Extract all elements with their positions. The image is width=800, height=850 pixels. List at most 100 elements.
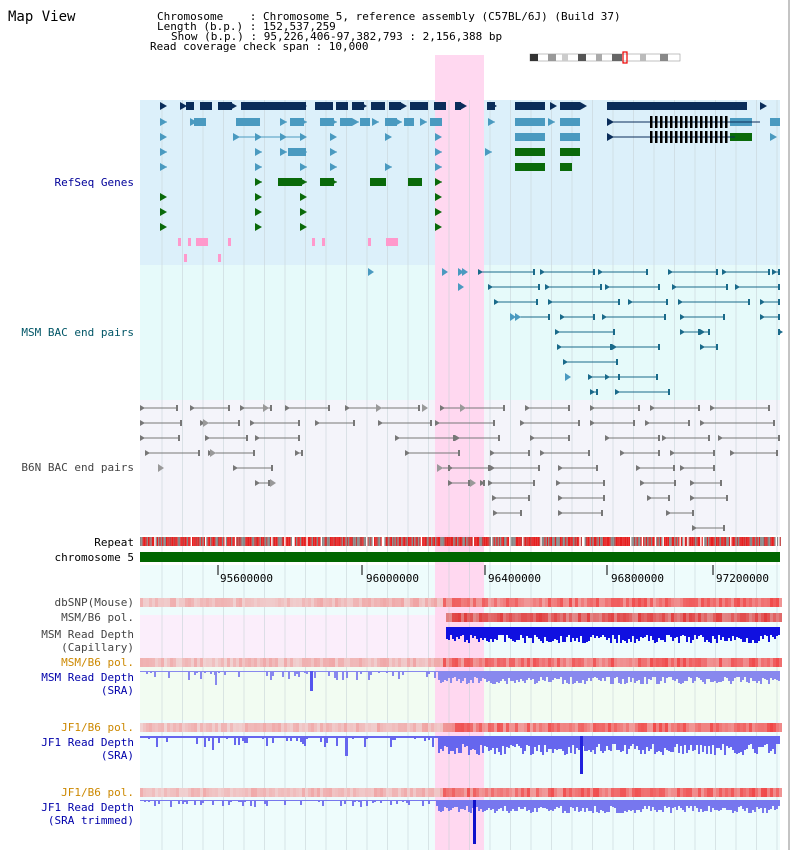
dbsnp-cell	[341, 598, 344, 607]
jf1-sra-depth-bar	[556, 736, 558, 750]
msm-b6-pol-cell	[587, 613, 590, 622]
jf1-b6-pol-cell	[329, 788, 332, 797]
dbsnp-cell	[659, 598, 662, 607]
bac-end-marker	[378, 420, 383, 426]
msm-cap-depth-bar	[504, 627, 506, 642]
repeat-element	[280, 537, 282, 546]
msm-b6-pol-cell	[683, 613, 686, 622]
msm-b6-pol-cell	[224, 658, 227, 667]
jf1-trim-depth-bar	[730, 800, 732, 810]
jf1-trim-depth-bar	[524, 800, 526, 807]
msm-cap-depth-bar	[684, 627, 686, 636]
msm-b6-pol-cell	[317, 658, 320, 667]
jf1-trim-depth-bar	[414, 800, 416, 801]
jf1-trim-depth-bar	[176, 800, 178, 801]
msm-sra-depth-bar	[424, 671, 426, 672]
jf1-b6-pol-cell	[143, 723, 146, 732]
repeat-element	[639, 537, 641, 546]
jf1-trim-depth-bar	[154, 800, 156, 806]
jf1-trim-depth-bar	[616, 800, 618, 813]
jf1-b6-pol-cell	[239, 723, 242, 732]
repeat-element	[354, 537, 356, 546]
jf1-sra-depth-bar	[188, 736, 190, 738]
jf1-b6-pol-label-1: JF1/B6 pol.	[61, 721, 134, 734]
jf1-b6-pol-cell	[761, 723, 764, 732]
bac-end-marker	[772, 269, 777, 275]
jf1-trim-depth-bar	[774, 800, 776, 810]
jf1-trim-depth-bar	[516, 800, 518, 811]
msm-b6-pol-cell	[161, 658, 164, 667]
repeat-element	[743, 537, 745, 546]
repeat-element	[195, 537, 198, 546]
msm-cap-depth-bar	[544, 627, 546, 637]
gene-exon	[241, 102, 306, 110]
repeat-element	[143, 537, 146, 546]
msm-b6-pol-cell	[392, 658, 395, 667]
jf1-trim-depth-bar	[202, 800, 204, 803]
jf1-trim-depth-bar	[346, 800, 348, 801]
msm-sra-depth-bar	[694, 671, 696, 681]
jf1-b6-pol-cell	[395, 788, 398, 797]
dbsnp-cell	[356, 598, 359, 607]
jf1-b6-pol-cell	[734, 788, 737, 797]
repeat-element	[706, 537, 709, 546]
jf1-b6-pol-cell	[701, 723, 704, 732]
dbsnp-cell	[383, 598, 386, 607]
jf1-sra-depth-bar	[482, 736, 484, 753]
msm-cap-depth-bar	[462, 627, 464, 635]
jf1-b6-pol-cell	[581, 788, 584, 797]
jf1-trim-depth-bar	[778, 800, 780, 806]
repeat-element	[185, 537, 187, 546]
msm-depth-sra-label: MSM Read Depth	[41, 671, 134, 684]
jf1-trim-depth-bar	[280, 800, 282, 801]
jf1-sra-depth-bar	[632, 736, 634, 744]
dbsnp-cell	[695, 598, 698, 607]
dbsnp-cell	[206, 598, 209, 607]
bac-end-marker	[405, 450, 410, 456]
msm-sra-depth-bar	[338, 671, 340, 672]
jf1-sra-depth-bar	[766, 736, 768, 744]
jf1-b6-pol-cell	[407, 723, 410, 732]
jf1-b6-pol-cell	[209, 723, 212, 732]
msm-sra-depth-bar	[698, 671, 700, 678]
jf1-b6-pol-cell	[368, 788, 371, 797]
jf1-b6-pol-cell	[695, 788, 698, 797]
repeat-element	[487, 537, 489, 546]
repeat-element	[156, 537, 159, 546]
jf1-b6-pol-cell	[263, 788, 266, 797]
msm-b6-pol-cell	[686, 613, 689, 622]
repeat-element	[539, 537, 541, 546]
jf1-b6-pol-cell	[530, 723, 533, 732]
msm-cap-depth-bar	[464, 627, 466, 642]
msm-sra-depth-bar	[648, 671, 650, 679]
jf1-trim-depth-bar	[228, 800, 230, 805]
msm-b6-pol-cell	[764, 613, 767, 622]
jf1-trim-depth-bar	[402, 800, 404, 802]
jf1-sra-depth-bar	[714, 736, 716, 755]
jf1-b6-pol-cell	[365, 788, 368, 797]
jf1-b6-pol-cell	[656, 723, 659, 732]
repeat-element	[725, 537, 727, 546]
jf1-b6-pol-cell	[683, 788, 686, 797]
repeat-element	[324, 537, 326, 546]
jf1-b6-pol-cell	[176, 788, 179, 797]
bac-end-marker	[538, 284, 540, 290]
msm-sra-depth-bar	[614, 671, 616, 678]
repeat-element	[622, 537, 624, 546]
gene-exon	[725, 116, 728, 128]
bac-end-marker	[460, 404, 466, 412]
bac-end-marker	[628, 299, 633, 305]
msm-sra-depth-bar	[712, 671, 714, 682]
jf1-sra-depth-bar	[554, 736, 556, 749]
bac-end-marker	[250, 420, 255, 426]
repeat-element	[403, 537, 406, 546]
jf1-sra-depth-bar	[720, 736, 722, 750]
msm-sra-depth-bar	[718, 671, 720, 682]
msm-cap-depth-bar	[476, 627, 478, 639]
msm-b6-pol-cell	[614, 658, 617, 667]
gene-arrow	[435, 163, 442, 171]
jf1-trim-depth-bar	[540, 800, 542, 807]
repeat-element	[194, 537, 196, 546]
jf1-sra-depth-bar	[718, 736, 720, 748]
